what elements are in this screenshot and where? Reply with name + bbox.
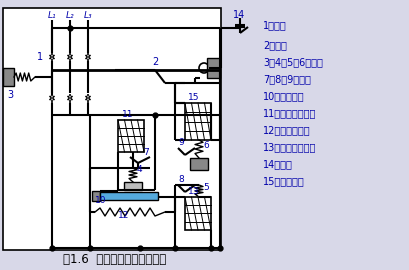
Bar: [124, 182, 142, 190]
Text: 9: 9: [178, 138, 183, 147]
Text: L₃: L₃: [83, 11, 92, 20]
Text: L₁: L₁: [47, 11, 56, 20]
Text: 5: 5: [202, 183, 208, 192]
Text: 1: 1: [37, 52, 43, 62]
Text: 12: 12: [118, 211, 129, 220]
Text: 12一加热电阻丝: 12一加热电阻丝: [262, 125, 310, 135]
Bar: [184, 103, 211, 140]
Bar: [189, 158, 207, 170]
Bar: [3, 8, 220, 250]
Bar: [3, 68, 14, 86]
Text: 3: 3: [7, 90, 13, 100]
Bar: [100, 192, 157, 200]
Text: 13: 13: [188, 187, 199, 196]
Text: 2: 2: [151, 57, 158, 67]
Text: 7、8、9一衔铁: 7、8、9一衔铁: [262, 74, 310, 84]
Text: 7: 7: [143, 148, 148, 157]
Bar: [184, 197, 211, 230]
Text: 14一按钮: 14一按钮: [262, 159, 292, 169]
Text: 15一分励线圈: 15一分励线圈: [262, 176, 304, 186]
Text: 10: 10: [95, 196, 106, 205]
Text: 11: 11: [122, 110, 133, 119]
Text: L₂: L₂: [65, 11, 74, 20]
Text: 8: 8: [178, 175, 183, 184]
Text: 6: 6: [202, 141, 208, 150]
Text: 11一过流脱扣线圈: 11一过流脱扣线圈: [262, 108, 316, 118]
Text: 14: 14: [232, 10, 245, 20]
Text: 3、4、5、6一弹簧: 3、4、5、6一弹簧: [262, 57, 322, 67]
Text: 1一触头: 1一触头: [262, 20, 286, 30]
Text: 13一失压脱扣线圈: 13一失压脱扣线圈: [262, 142, 316, 152]
Bar: [92, 191, 100, 201]
Bar: [118, 120, 144, 152]
Text: 10一双金属片: 10一双金属片: [262, 91, 304, 101]
Text: 4: 4: [137, 165, 142, 174]
Text: 15: 15: [188, 93, 199, 102]
Bar: [207, 58, 220, 78]
Text: 2一搭钩: 2一搭钩: [262, 40, 286, 50]
Text: 图1.6  低压断路器工作原理图: 图1.6 低压断路器工作原理图: [63, 254, 166, 266]
